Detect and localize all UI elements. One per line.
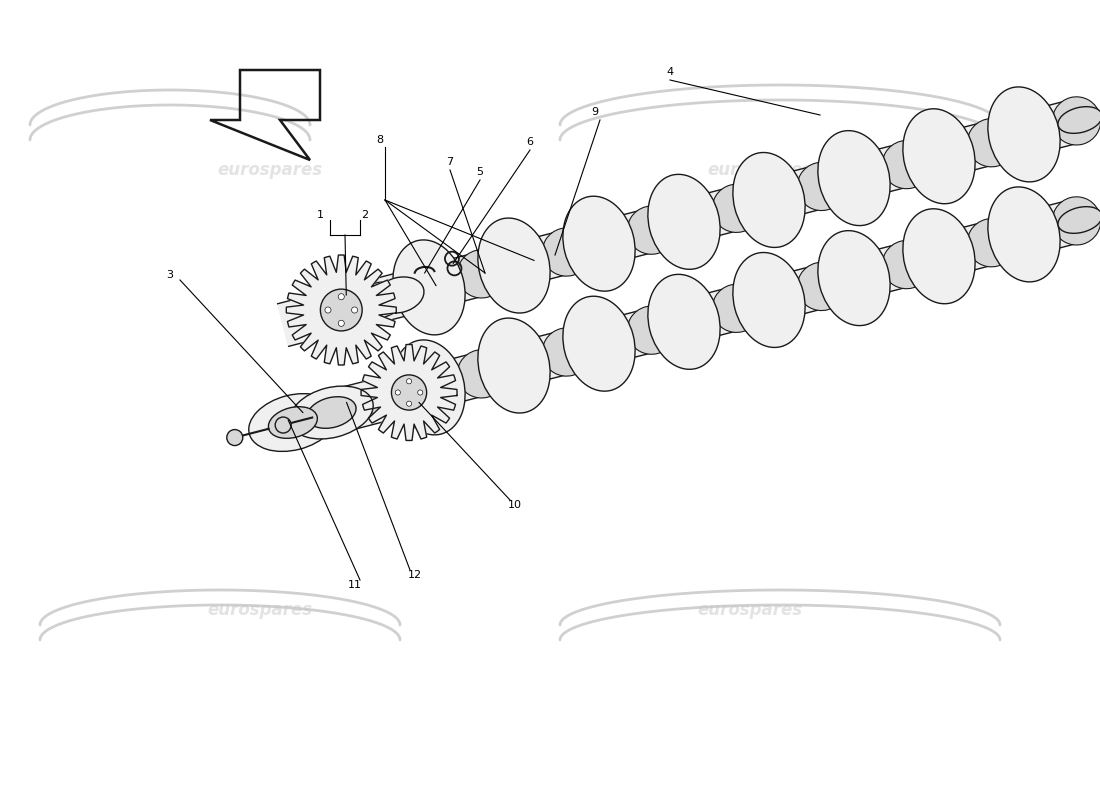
Text: eurospares: eurospares (707, 161, 813, 179)
Ellipse shape (307, 397, 356, 428)
Ellipse shape (627, 306, 675, 354)
Ellipse shape (358, 386, 402, 414)
Ellipse shape (882, 241, 931, 289)
Ellipse shape (733, 153, 805, 247)
Circle shape (407, 401, 411, 406)
Text: 6: 6 (527, 137, 534, 147)
Text: 9: 9 (592, 107, 598, 117)
Ellipse shape (393, 240, 465, 335)
Ellipse shape (648, 174, 720, 270)
Text: eurospares: eurospares (697, 601, 803, 619)
Text: 5: 5 (476, 167, 484, 177)
Ellipse shape (818, 130, 890, 226)
Ellipse shape (477, 218, 550, 313)
Ellipse shape (1053, 197, 1100, 245)
Ellipse shape (798, 262, 846, 310)
Circle shape (418, 390, 422, 395)
Ellipse shape (358, 286, 402, 314)
Ellipse shape (542, 328, 591, 376)
Ellipse shape (967, 118, 1015, 167)
Polygon shape (286, 255, 396, 365)
Ellipse shape (268, 406, 318, 438)
Polygon shape (374, 198, 1086, 422)
Ellipse shape (988, 187, 1060, 282)
Text: 4: 4 (667, 67, 673, 77)
Ellipse shape (798, 162, 846, 210)
Ellipse shape (967, 218, 1015, 267)
Text: 8: 8 (376, 135, 384, 145)
Text: eurospares: eurospares (218, 161, 322, 179)
Text: 10: 10 (508, 500, 522, 510)
Ellipse shape (563, 296, 635, 391)
Ellipse shape (882, 141, 931, 189)
Ellipse shape (713, 284, 761, 333)
Text: 12: 12 (408, 570, 422, 580)
Circle shape (392, 375, 427, 410)
Text: 3: 3 (166, 270, 174, 280)
Circle shape (275, 417, 292, 433)
Ellipse shape (1058, 206, 1100, 234)
Polygon shape (361, 345, 456, 441)
Ellipse shape (542, 228, 591, 276)
Ellipse shape (713, 184, 761, 233)
Ellipse shape (290, 386, 373, 439)
Ellipse shape (648, 274, 720, 370)
Circle shape (324, 307, 331, 313)
Polygon shape (277, 378, 385, 446)
Ellipse shape (818, 230, 890, 326)
Circle shape (338, 294, 344, 300)
Circle shape (227, 430, 243, 446)
Text: 7: 7 (447, 157, 453, 167)
Ellipse shape (563, 196, 635, 291)
Ellipse shape (1053, 97, 1100, 145)
Ellipse shape (903, 109, 975, 204)
Ellipse shape (458, 250, 506, 298)
Ellipse shape (733, 253, 805, 347)
Ellipse shape (375, 277, 424, 313)
Ellipse shape (988, 87, 1060, 182)
Text: 2: 2 (362, 210, 369, 220)
Ellipse shape (393, 340, 465, 435)
Ellipse shape (249, 394, 337, 451)
Ellipse shape (355, 282, 405, 318)
Circle shape (395, 390, 400, 395)
Ellipse shape (477, 318, 550, 413)
Ellipse shape (627, 206, 675, 254)
Text: 1: 1 (317, 210, 323, 220)
Circle shape (338, 320, 344, 326)
Ellipse shape (903, 209, 975, 304)
Circle shape (352, 307, 358, 313)
Circle shape (320, 289, 362, 331)
Ellipse shape (458, 350, 506, 398)
Ellipse shape (1058, 106, 1100, 134)
Polygon shape (277, 278, 385, 346)
Circle shape (407, 378, 411, 384)
Polygon shape (374, 98, 1086, 322)
Text: 11: 11 (348, 580, 362, 590)
Text: eurospares: eurospares (208, 601, 312, 619)
